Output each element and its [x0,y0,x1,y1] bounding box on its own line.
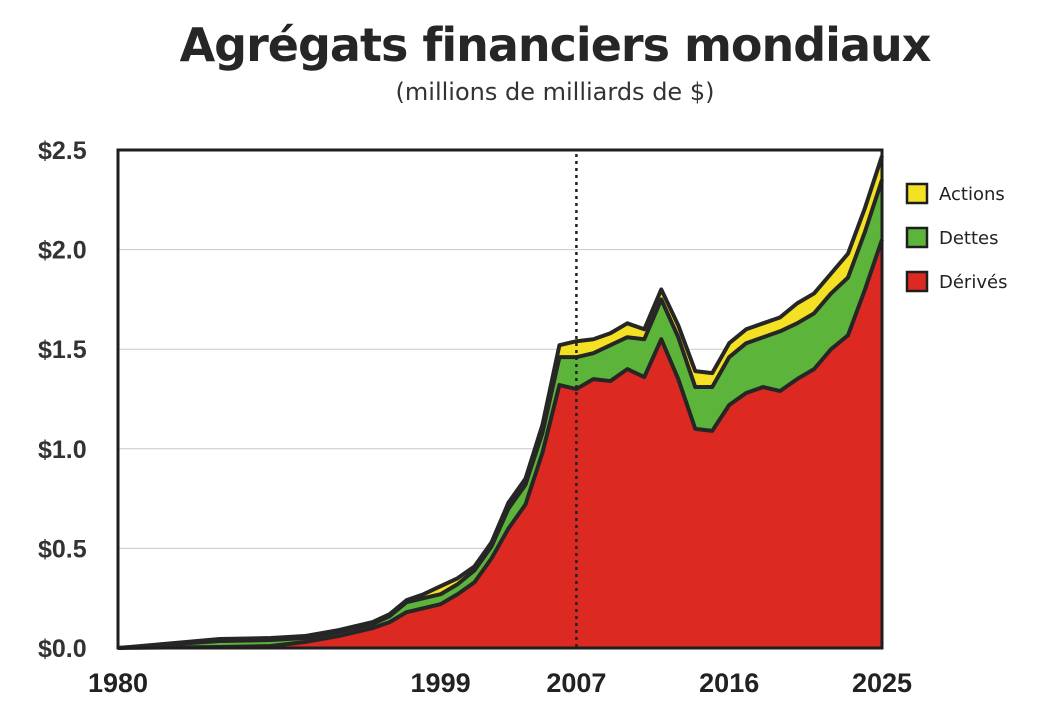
x-tick-label: 1999 [411,668,471,698]
legend-swatch [905,226,929,249]
plot-frame [116,148,884,650]
y-tick-label: $2.5 [38,137,87,165]
y-tick-label: $1.0 [38,436,87,464]
x-tick-label: 2016 [699,668,759,698]
chart-title: Agrégats financiers mondiaux [179,18,932,72]
y-tick-label: $0.0 [38,635,87,663]
area-dérivés [118,239,882,648]
y-tick-label: $0.5 [38,535,87,563]
series-outline [117,155,884,650]
y-tick-label: $2.0 [38,237,87,265]
plot-areas [117,155,884,650]
legend: Actions Dettes Dérivés [905,182,1007,293]
x-tick-label: 2007 [546,668,606,698]
legend-label: Dérivés [939,272,1007,293]
y-tick-label: $1.5 [38,336,87,364]
legend-swatch [905,270,929,293]
series-outline [117,238,884,650]
y-axis: $0.0 $0.5 $1.0 $1.5 $2.0 $2.5 [38,137,87,663]
x-axis: 1980 1999 2007 2016 2025 [88,668,912,698]
legend-label: Dettes [939,228,999,249]
x-tick-label: 1980 [88,668,148,698]
x-tick-label: 2025 [852,668,912,698]
legend-label: Actions [939,184,1005,205]
legend-swatch [905,182,929,205]
chart-subtitle: (millions de milliards de $) [395,78,715,106]
